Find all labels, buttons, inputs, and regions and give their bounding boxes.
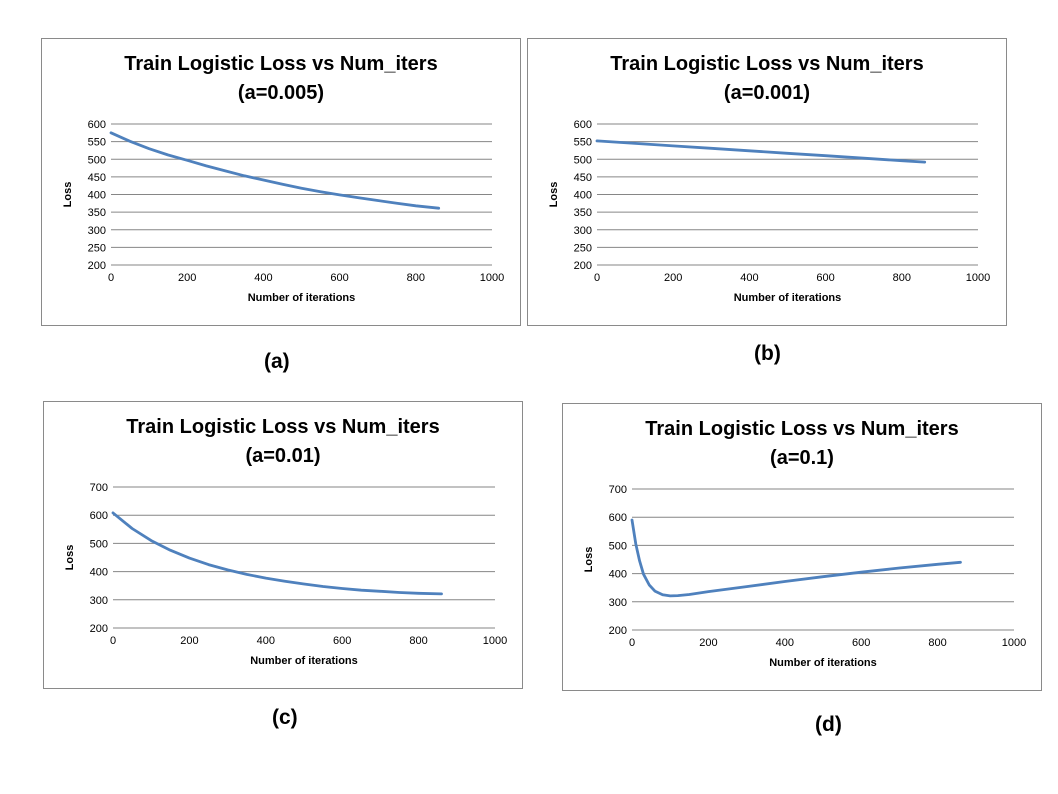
y-tick-label: 200 [90,623,108,635]
y-tick-label: 500 [90,538,108,550]
y-tick-label: 250 [88,242,106,254]
x-axis-label: Number of iterations [769,657,877,669]
x-tick-label: 200 [180,635,198,647]
y-tick-label: 400 [609,569,627,581]
y-axis-label: Loss [583,547,595,573]
y-tick-label: 400 [574,190,592,202]
y-tick-label: 350 [574,207,592,219]
x-tick-label: 1000 [1002,637,1026,649]
x-tick-label: 600 [333,635,351,647]
y-tick-label: 550 [574,137,592,149]
y-tick-label: 550 [88,137,106,149]
y-tick-label: 500 [88,154,106,166]
y-tick-label: 400 [88,190,106,202]
y-tick-label: 200 [609,625,627,637]
x-tick-label: 200 [699,637,717,649]
chart-subtitle: (a=0.01) [245,445,321,467]
chart-caption-a: (a) [264,350,290,373]
y-tick-label: 600 [609,512,627,524]
y-tick-label: 500 [609,540,627,552]
x-tick-label: 0 [594,272,600,284]
y-tick-label: 250 [574,242,592,254]
chart-title: Train Logistic Loss vs Num_iters [610,53,924,75]
y-tick-label: 300 [90,595,108,607]
x-axis-label: Number of iterations [250,655,358,667]
y-tick-label: 350 [88,207,106,219]
y-tick-label: 600 [88,119,106,131]
y-tick-label: 200 [88,260,106,272]
x-tick-label: 200 [664,272,682,284]
chart-subtitle: (a=0.001) [723,82,811,104]
y-tick-label: 700 [609,484,627,496]
x-tick-label: 800 [409,635,427,647]
chart-caption-d: (d) [815,713,842,736]
chart-subtitle: (a=0.1) [770,447,834,469]
x-tick-label: 800 [893,272,911,284]
y-axis-label: Loss [62,182,74,208]
series-line [109,131,441,210]
x-tick-label: 600 [816,272,834,284]
chart-caption-b: (b) [754,342,781,365]
series-line [111,511,443,596]
series-line [595,139,927,164]
y-axis-label: Loss [64,545,76,571]
x-tick-label: 600 [330,272,348,284]
series-line [630,518,962,598]
y-tick-label: 300 [574,225,592,237]
y-tick-label: 600 [90,510,108,522]
x-tick-label: 1000 [483,635,507,647]
y-tick-label: 200 [574,260,592,272]
y-tick-label: 700 [90,482,108,494]
y-tick-label: 450 [574,172,592,184]
x-tick-label: 400 [740,272,758,284]
x-tick-label: 1000 [966,272,990,284]
x-tick-label: 400 [254,272,272,284]
y-tick-label: 300 [609,597,627,609]
chart-title: Train Logistic Loss vs Num_iters [645,418,959,440]
x-tick-label: 0 [110,635,116,647]
x-tick-label: 400 [776,637,794,649]
y-tick-label: 400 [90,567,108,579]
x-tick-label: 600 [852,637,870,649]
y-tick-label: 600 [574,119,592,131]
chart-subtitle: (a=0.005) [237,82,325,104]
chart-panel-d: Train Logistic Loss vs Num_iters (a=0.1)… [562,403,1042,691]
x-tick-label: 800 [407,272,425,284]
y-tick-label: 450 [88,172,106,184]
x-tick-label: 1000 [480,272,504,284]
chart-panel-a: Train Logistic Loss vs Num_iters (a=0.00… [41,38,521,326]
x-axis-label: Number of iterations [734,292,842,304]
y-axis-label: Loss [548,182,560,208]
chart-panel-b: Train Logistic Loss vs Num_iters (a=0.00… [527,38,1007,326]
chart-title: Train Logistic Loss vs Num_iters [126,416,440,438]
y-tick-label: 300 [88,225,106,237]
x-tick-label: 200 [178,272,196,284]
chart-panel-c: Train Logistic Loss vs Num_iters (a=0.01… [43,401,523,689]
x-tick-label: 800 [928,637,946,649]
x-axis-label: Number of iterations [248,292,356,304]
x-tick-label: 400 [257,635,275,647]
x-tick-label: 0 [108,272,114,284]
chart-title: Train Logistic Loss vs Num_iters [124,53,438,75]
x-tick-label: 0 [629,637,635,649]
y-tick-label: 500 [574,154,592,166]
chart-caption-c: (c) [272,706,298,729]
